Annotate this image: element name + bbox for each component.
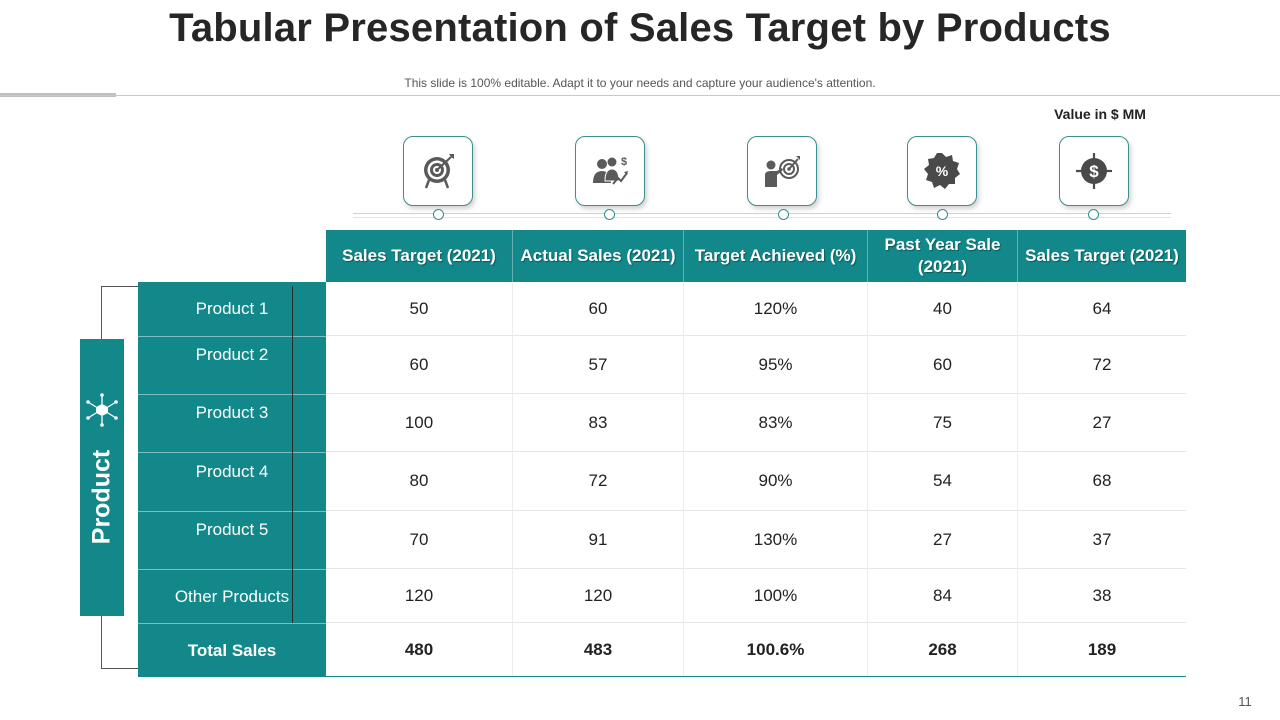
table-cell: 90% — [683, 452, 867, 510]
table-cell: 50 — [409, 298, 429, 318]
table-cell: 64 — [1017, 282, 1186, 335]
table-cell: 38 — [1017, 569, 1186, 622]
table-cell: 130% — [683, 511, 867, 568]
row-label-text: Other Products — [174, 586, 290, 606]
table-cell: 83% — [683, 394, 867, 451]
table-cell: 83 — [512, 394, 683, 451]
row-label-text: Product 5 — [195, 520, 269, 539]
table-cell: 120% — [683, 282, 867, 335]
column-header: Target Achieved (%) — [683, 230, 867, 282]
column-header: Sales Target (2021) — [1017, 230, 1186, 282]
column-header: Actual Sales (2021) — [512, 230, 683, 282]
table-cell: 60 — [867, 336, 1017, 393]
table-bottom-rule — [326, 676, 1186, 677]
row-label: Product 3 — [138, 394, 326, 452]
row-label-text: Product 2 — [195, 345, 269, 364]
table-cell: 100 — [404, 412, 434, 432]
network-cube-icon — [86, 393, 118, 427]
table-cell: 40 — [867, 282, 1017, 335]
unit-note: Value in $ MM — [1054, 106, 1146, 122]
row-label-text: Total Sales — [187, 640, 277, 660]
row-label: Product 5 — [138, 511, 326, 569]
table-header-row: Sales Target (2021) Actual Sales (2021) … — [326, 230, 1186, 282]
total-cell: 480 — [404, 639, 434, 659]
table-cell: 91 — [512, 511, 683, 568]
target-icon — [403, 136, 473, 206]
table-cell: 60 — [409, 354, 429, 374]
table-cell: 95% — [683, 336, 867, 393]
table-cell: 120 — [512, 569, 683, 622]
table-cell: 72 — [512, 452, 683, 510]
timeline-line-shadow — [353, 217, 1171, 218]
table-cell: 27 — [1017, 394, 1186, 451]
table-cell: 75 — [867, 394, 1017, 451]
table-cell: 72 — [1017, 336, 1186, 393]
table-cell: 37 — [1017, 511, 1186, 568]
timeline-dot — [937, 209, 948, 220]
achievement-target-icon — [747, 136, 817, 206]
timeline-dot — [433, 209, 444, 220]
row-label: Product 2 — [138, 336, 326, 394]
table-row: 80 72 90% 54 68 — [326, 452, 1186, 511]
table-cell: 60 — [512, 282, 683, 335]
table-cell: 54 — [867, 452, 1017, 510]
total-cell: 268 — [867, 623, 1017, 676]
timeline-dot — [604, 209, 615, 220]
table-cell: 70 — [409, 529, 429, 549]
table-cell: 84 — [867, 569, 1017, 622]
table-cell: 68 — [1017, 452, 1186, 510]
product-side-label: Product — [87, 449, 116, 545]
total-cell: 100.6% — [683, 623, 867, 676]
row-label: Other Products — [138, 569, 326, 623]
row-label-text: Product 3 — [195, 403, 269, 422]
page-number: 11 — [1238, 694, 1252, 709]
slide-subtitle: This slide is 100% editable. Adapt it to… — [404, 76, 876, 90]
sales-team-icon: $ — [575, 136, 645, 206]
title-divider — [0, 95, 1280, 96]
total-row: 480 483 100.6% 268 189 — [326, 623, 1186, 676]
label-column-rule — [292, 286, 293, 623]
svg-text:$: $ — [1089, 162, 1099, 181]
row-label: Product 1 — [138, 282, 326, 336]
table-cell: 100% — [683, 569, 867, 622]
percent-badge-icon: % — [907, 136, 977, 206]
row-label: Product 4 — [138, 452, 326, 511]
row-label-text: Product 4 — [195, 462, 269, 481]
column-header: Sales Target (2021) — [342, 246, 496, 265]
table-row: 50 60 120% 40 64 — [326, 282, 1186, 336]
product-side-panel — [80, 339, 124, 616]
column-header: Past Year Sale (2021) — [867, 230, 1017, 282]
table-row: 100 83 83% 75 27 — [326, 394, 1186, 452]
table-row: 70 91 130% 27 37 — [326, 511, 1186, 569]
table-cell: 27 — [867, 511, 1017, 568]
timeline-dot — [1088, 209, 1099, 220]
timeline-dot — [778, 209, 789, 220]
table-row: 60 57 95% 60 72 — [326, 336, 1186, 394]
svg-text:%: % — [936, 163, 949, 179]
svg-text:$: $ — [621, 156, 627, 168]
dollar-target-icon: $ — [1059, 136, 1129, 206]
table-row: 120 120 100% 84 38 — [326, 569, 1186, 623]
row-label-text: Product 1 — [195, 299, 269, 318]
table-cell: 57 — [512, 336, 683, 393]
table-cell: 80 — [409, 471, 429, 490]
slide-title: Tabular Presentation of Sales Target by … — [169, 6, 1111, 50]
total-cell: 189 — [1017, 623, 1186, 676]
total-cell: 483 — [512, 623, 683, 676]
total-row-label: Total Sales — [138, 623, 326, 677]
timeline-line — [353, 213, 1171, 214]
table-cell: 120 — [404, 585, 434, 605]
